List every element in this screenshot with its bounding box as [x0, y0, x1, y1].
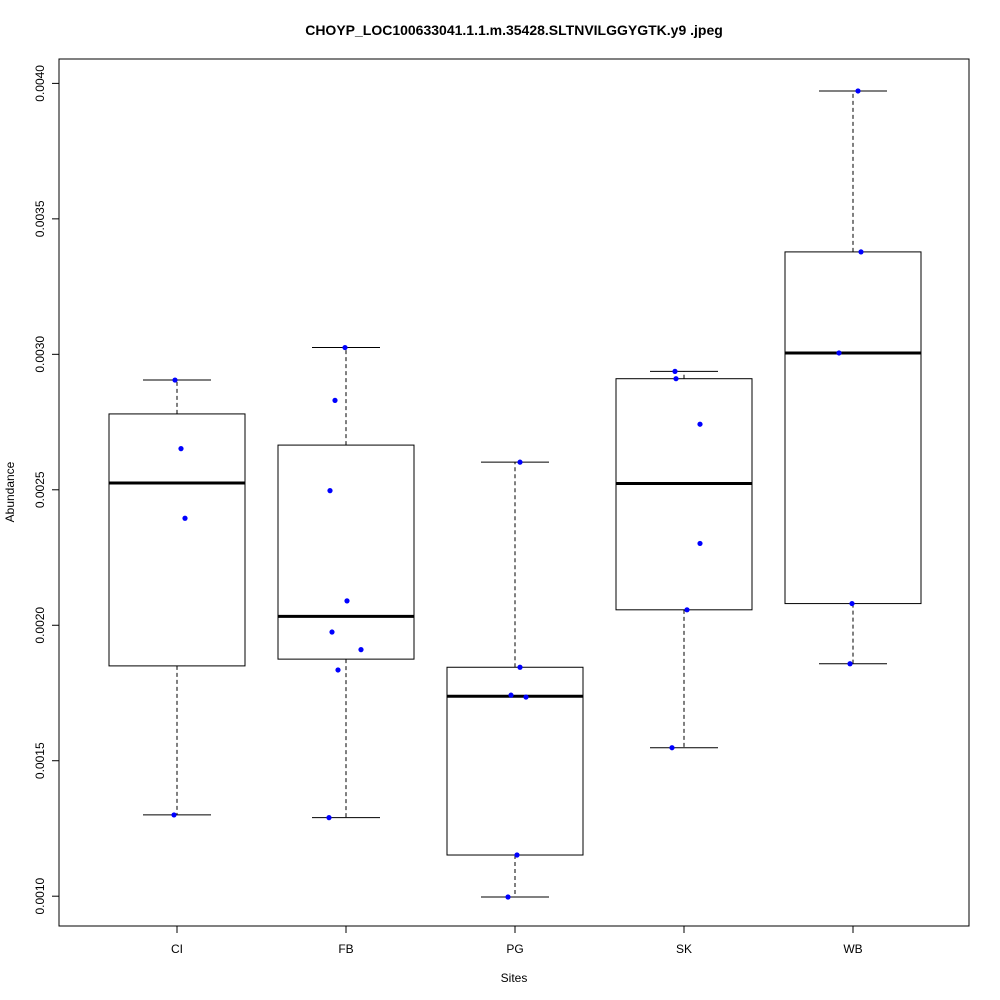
data-point-wb — [855, 88, 861, 94]
y-tick-label: 0.0035 — [33, 200, 47, 237]
data-point-pg — [505, 894, 511, 900]
y-tick-label: 0.0010 — [33, 878, 47, 915]
x-tick-label: PG — [506, 942, 523, 956]
x-axis-label: Sites — [501, 971, 528, 985]
y-axis-label: Abundance — [3, 461, 17, 522]
boxes-layer — [108, 90, 922, 898]
data-point-fb — [342, 344, 348, 351]
x-tick-label: FB — [338, 942, 353, 956]
data-point-fb — [335, 667, 341, 673]
data-point-fb — [358, 647, 364, 653]
data-point-fb — [327, 488, 333, 494]
box-sk — [615, 370, 753, 749]
x-tick-label: SK — [676, 942, 692, 956]
data-point-wb — [847, 661, 853, 667]
points-layer — [171, 88, 864, 900]
data-point-fb — [344, 598, 350, 604]
chart-title: CHOYP_LOC100633041.1.1.m.35428.SLTNVILGG… — [305, 22, 723, 38]
data-point-sk — [684, 607, 690, 613]
box-ci — [108, 379, 246, 816]
data-point-wb — [858, 249, 864, 255]
data-point-sk — [697, 540, 703, 547]
iqr-box — [615, 378, 753, 611]
data-point-pg — [514, 852, 520, 858]
y-tick-label: 0.0020 — [33, 607, 47, 644]
data-point-sk — [672, 368, 678, 374]
data-point-sk — [673, 376, 679, 382]
data-point-wb — [849, 600, 855, 607]
data-point-sk — [697, 421, 703, 427]
y-tick-label: 0.0040 — [33, 65, 47, 102]
data-point-pg — [517, 664, 523, 670]
data-point-fb — [329, 629, 335, 635]
data-point-ci — [171, 812, 177, 818]
x-tick-label: CI — [171, 942, 183, 956]
data-point-pg — [508, 692, 514, 698]
y-axis: 0.0010 0.0015 0.0020 0.0025 0.0030 0.0035 0.00… — [33, 65, 60, 915]
x-tick-label: WB — [843, 942, 862, 956]
data-point-ci — [178, 446, 184, 452]
data-point-ci — [182, 515, 188, 521]
data-point-wb — [836, 350, 842, 356]
data-point-fb — [326, 815, 332, 821]
x-axis: CI FB PG SK WB — [171, 925, 863, 956]
data-point-pg — [517, 459, 523, 465]
data-point-ci — [172, 377, 178, 383]
y-tick-label: 0.0030 — [33, 336, 47, 373]
iqr-box — [277, 444, 415, 660]
data-point-fb — [332, 397, 338, 403]
y-tick-label: 0.0025 — [33, 471, 47, 508]
iqr-box — [108, 413, 246, 667]
data-point-sk — [669, 745, 675, 751]
box-fb — [277, 347, 415, 819]
y-tick-label: 0.0015 — [33, 742, 47, 779]
data-point-pg — [523, 694, 529, 700]
